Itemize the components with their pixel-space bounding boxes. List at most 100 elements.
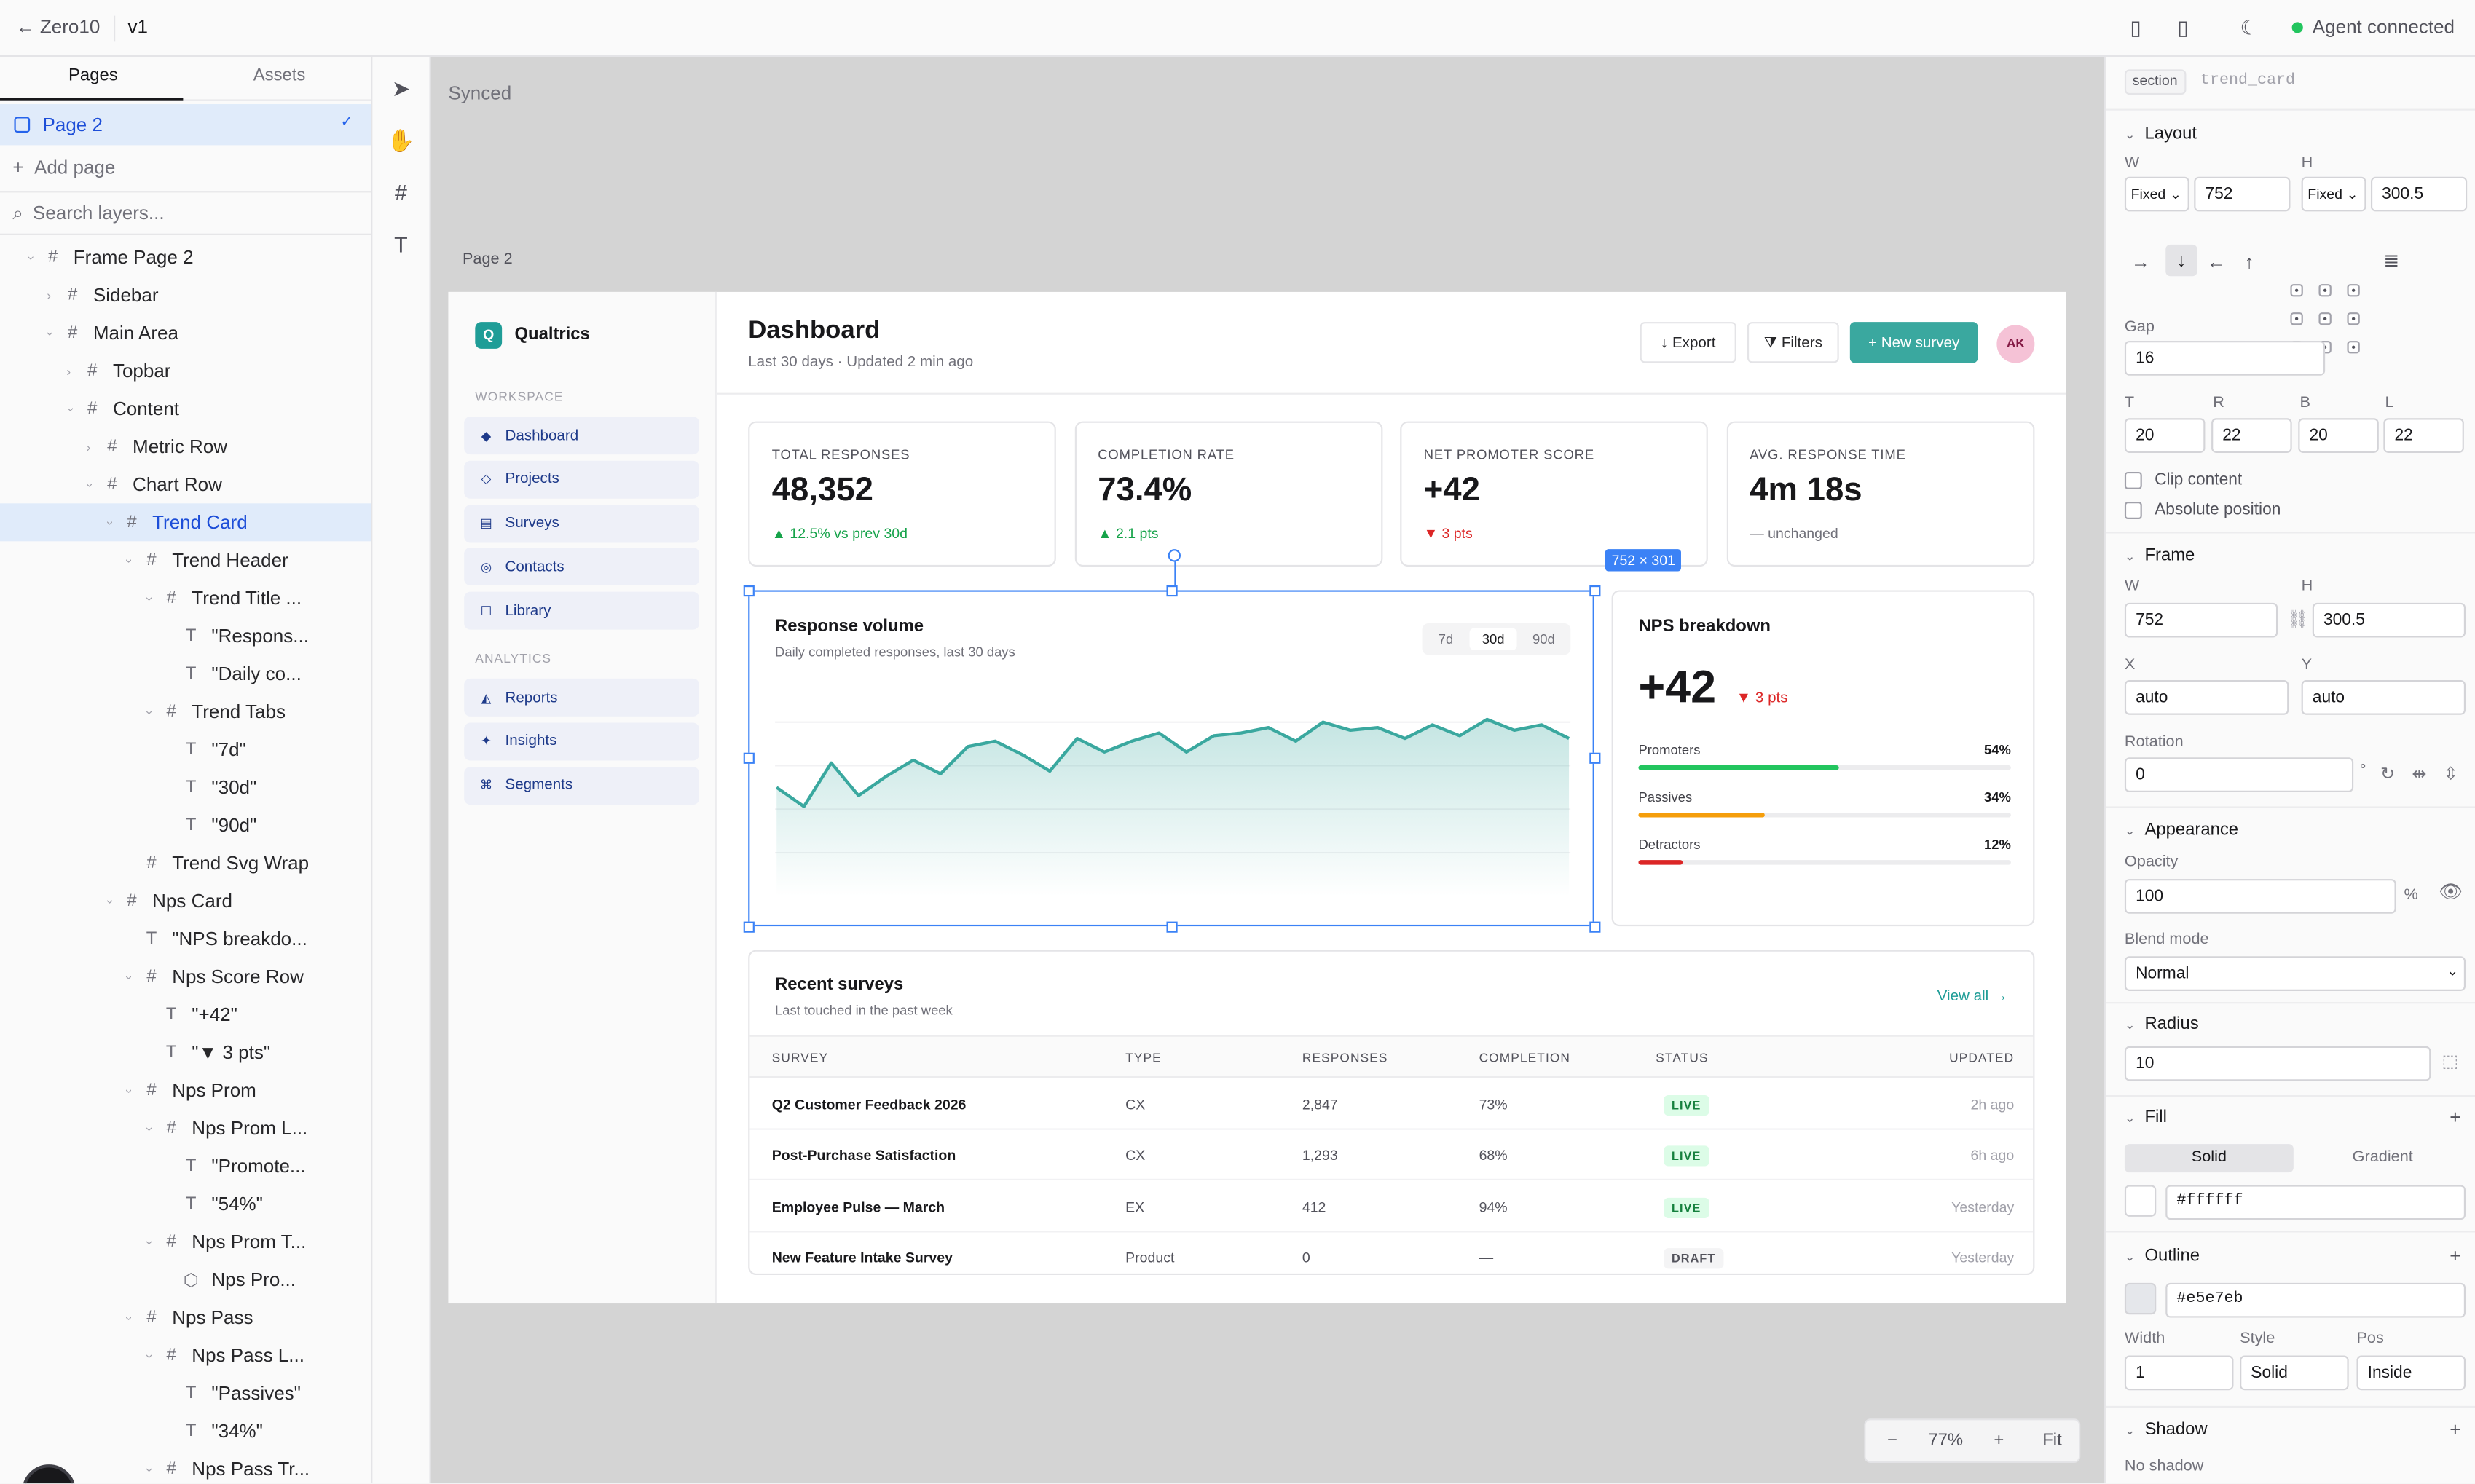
chevron-down-icon[interactable]: ‹	[140, 709, 155, 714]
layer-row[interactable]: ‹ # Nps Prom L...	[0, 1109, 371, 1147]
add-outline-icon[interactable]: +	[2450, 1244, 2461, 1268]
height-input[interactable]: 300.5	[2370, 176, 2468, 212]
layer-row[interactable]: ‹ # Frame Page 2	[0, 238, 371, 276]
independent-corners-icon[interactable]: ⬚	[2441, 1052, 2459, 1072]
height-mode-select[interactable]: Fixed ⌄	[2301, 176, 2366, 212]
layer-search[interactable]: ⌕ Search layers...	[0, 191, 371, 235]
direction-right-icon[interactable]: →	[2130, 250, 2150, 273]
search-input[interactable]: Search layers...	[32, 202, 165, 224]
outline-width-input[interactable]: 1	[2124, 1355, 2234, 1391]
right-panel-toggle-icon[interactable]: ▯	[2177, 15, 2189, 40]
layer-row[interactable]: ‹ # Trend Title ...	[0, 579, 371, 617]
flip-horizontal-icon[interactable]: ⇹	[2412, 765, 2427, 785]
frame-y-input[interactable]: auto	[2301, 680, 2466, 715]
fill-solid-tab[interactable]: Solid	[2124, 1144, 2294, 1173]
new-survey-button[interactable]: + New survey	[1849, 322, 1978, 363]
shadow-header[interactable]: ⌄ Shadow	[2125, 1420, 2208, 1439]
zoom-out-button[interactable]: −	[1887, 1431, 1898, 1451]
add-shadow-icon[interactable]: +	[2450, 1418, 2461, 1441]
layer-row[interactable]: ‹ # Nps Pass Tr...	[0, 1451, 371, 1484]
alignment-point[interactable]	[2290, 312, 2303, 325]
chevron-down-icon[interactable]: ‹	[61, 406, 76, 411]
chevron-down-icon[interactable]: ‹	[81, 482, 96, 487]
chevron-down-icon[interactable]: ‹	[140, 1353, 155, 1358]
add-fill-icon[interactable]: +	[2450, 1106, 2461, 1129]
padding-top-input[interactable]: 20	[2124, 418, 2206, 453]
direction-down-icon[interactable]: ↓	[2165, 244, 2197, 277]
avatar[interactable]: AK	[1996, 325, 2035, 363]
frame-x-input[interactable]: auto	[2124, 680, 2289, 715]
resize-handle[interactable]	[1589, 752, 1600, 764]
frame-width-input[interactable]: 752	[2124, 602, 2278, 638]
layer-row[interactable]: ⬡ Nps Pro...	[0, 1261, 371, 1299]
back-link[interactable]: ← Zero10	[15, 15, 101, 39]
chevron-down-icon[interactable]: ‹	[120, 558, 135, 563]
layer-row[interactable]: ‹ # Trend Header	[0, 541, 371, 579]
sidebar-item-dashboard[interactable]: ◆ Dashboard	[464, 417, 700, 455]
radius-input[interactable]: 10	[2124, 1046, 2431, 1081]
column-header-responses[interactable]: RESPONSES	[1302, 1051, 1388, 1065]
alignment-point[interactable]	[2318, 312, 2332, 325]
table-row[interactable]: New Feature Intake Survey Product 0 — DRAFT Y…	[749, 1232, 2033, 1274]
resize-handle[interactable]	[1589, 584, 1600, 596]
layer-row[interactable]: ‹ # Nps Prom T...	[0, 1223, 371, 1261]
layer-row[interactable]: › # Topbar	[0, 352, 371, 390]
sidebar-item-reports[interactable]: ◭ Reports	[464, 678, 700, 717]
outline-pos-select[interactable]: Inside	[2356, 1355, 2466, 1391]
layer-row[interactable]: T "Respons...	[0, 617, 371, 655]
alignment-point[interactable]	[2347, 341, 2360, 354]
layer-row[interactable]: ‹ # Nps Card	[0, 882, 371, 920]
tab-7d[interactable]: 7d	[1438, 631, 1454, 647]
rotation-input[interactable]: 0	[2124, 757, 2354, 792]
layer-row[interactable]: ‹ # Nps Prom	[0, 1071, 371, 1109]
layer-row[interactable]: ‹ # Nps Pass	[0, 1299, 371, 1337]
chevron-down-icon[interactable]: ‹	[42, 331, 56, 336]
table-row[interactable]: Q2 Customer Feedback 2026 CX 2,847 73% LIVE 2…	[749, 1079, 2034, 1130]
chevron-down-icon[interactable]: ‹	[140, 1239, 155, 1244]
chevron-right-icon[interactable]: ›	[66, 363, 71, 379]
alignment-point[interactable]	[2290, 284, 2303, 297]
rotate-handle[interactable]	[1168, 549, 1181, 562]
version-label[interactable]: v1	[127, 15, 149, 39]
zoom-in-button[interactable]: +	[1994, 1431, 2004, 1451]
sidebar-item-projects[interactable]: ◇ Projects	[464, 460, 700, 499]
resize-handle[interactable]	[742, 920, 754, 932]
direction-up-icon[interactable]: ↑	[2244, 250, 2254, 273]
clip-content-checkbox[interactable]	[2124, 471, 2142, 489]
chevron-right-icon[interactable]: ›	[86, 439, 91, 454]
layer-row[interactable]: T "+42"	[0, 995, 371, 1033]
layer-row[interactable]: ‹ # Nps Score Row	[0, 958, 371, 995]
alignment-point[interactable]	[2347, 312, 2360, 325]
layer-row[interactable]: ‹ # Trend Tabs	[0, 692, 371, 730]
tab-pages[interactable]: Pages	[68, 66, 118, 86]
outline-style-select[interactable]: Solid	[2240, 1355, 2349, 1391]
padding-bottom-input[interactable]: 20	[2298, 418, 2379, 453]
filters-button[interactable]: ⧩ Filters	[1747, 322, 1839, 363]
rotate-icon[interactable]: ↻	[2380, 765, 2395, 785]
hand-tool-icon[interactable]: ✋	[387, 127, 415, 154]
tab-30d[interactable]: 30d	[1469, 628, 1517, 650]
sidebar-item-contacts[interactable]: ◎ Contacts	[464, 548, 700, 586]
absolute-position-checkbox[interactable]	[2124, 502, 2142, 519]
chevron-down-icon[interactable]: ‹	[120, 974, 135, 979]
layer-row[interactable]: T "90d"	[0, 806, 371, 844]
alignment-point[interactable]	[2318, 284, 2332, 297]
resize-handle[interactable]	[1589, 920, 1600, 932]
chevron-down-icon[interactable]: ‹	[140, 1467, 155, 1472]
layer-row[interactable]: › # Metric Row	[0, 427, 371, 465]
sidebar-item-insights[interactable]: ✦ Insights	[464, 722, 700, 761]
theme-moon-icon[interactable]: ☾	[2240, 15, 2259, 40]
canvas[interactable]: Synced Page 2 Q Qualtrics WORKSPACE ◆ Das…	[430, 57, 2104, 1484]
frame-header[interactable]: ⌄ Frame	[2125, 546, 2195, 565]
zoom-level[interactable]: 77%	[1928, 1431, 1964, 1451]
fill-color-input[interactable]: #ffffff	[2165, 1185, 2466, 1220]
tab-90d[interactable]: 90d	[1532, 631, 1555, 647]
padding-left-input[interactable]: 22	[2383, 418, 2464, 453]
resize-handle[interactable]	[742, 752, 754, 764]
layer-row[interactable]: ‹ # Chart Row	[0, 465, 371, 503]
nps-card[interactable]: NPS breakdown +42 ▼ 3 pts Promoters 54% Pa…	[1611, 590, 2035, 927]
chevron-down-icon[interactable]: ‹	[120, 1088, 135, 1093]
text-tool-icon[interactable]: T	[394, 232, 408, 258]
resize-handle[interactable]	[1165, 584, 1177, 596]
eye-icon[interactable]: 👁	[2439, 880, 2463, 903]
